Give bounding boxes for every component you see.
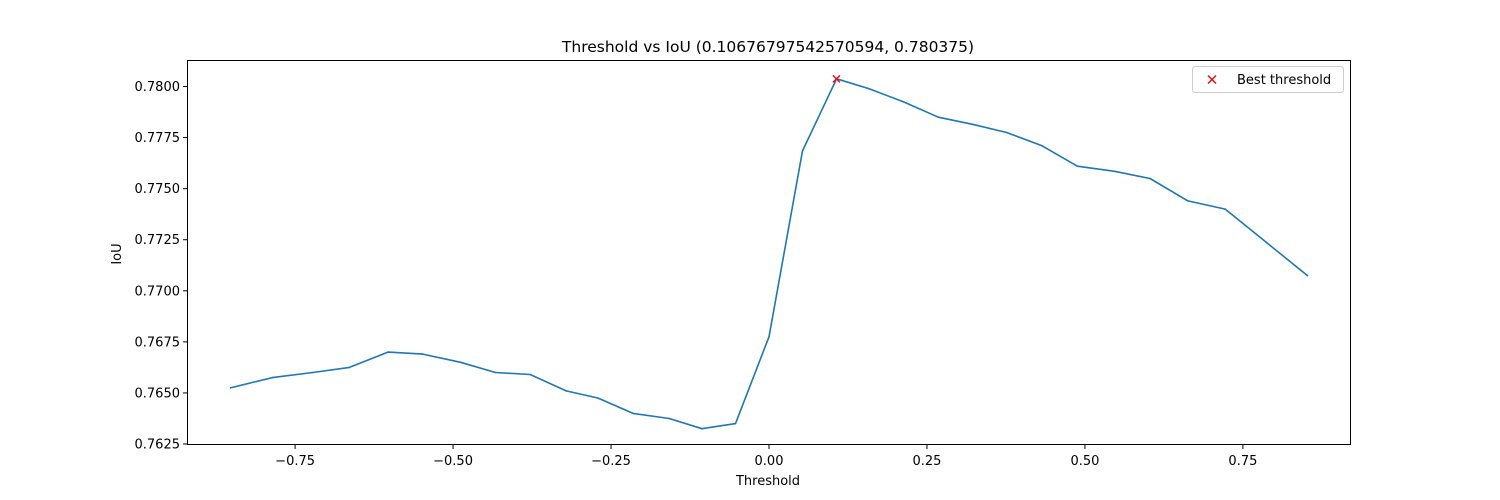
x-tick-label: 0.50 bbox=[1070, 454, 1099, 469]
data-point bbox=[229, 387, 232, 389]
chart-title: Threshold vs IoU (0.10676797542570594, 0… bbox=[561, 38, 974, 56]
legend-label-best-threshold: Best threshold bbox=[1237, 73, 1331, 88]
y-axis-label: IoU bbox=[110, 243, 125, 264]
data-point bbox=[312, 371, 314, 374]
best-threshold-marker bbox=[832, 74, 841, 83]
legend-cross-icon bbox=[1207, 75, 1217, 84]
data-point bbox=[387, 351, 389, 353]
y-tick-label: 0.7800 bbox=[135, 80, 181, 95]
data-point bbox=[868, 87, 870, 90]
x-tick-label: 0.75 bbox=[1228, 454, 1257, 469]
y-tick-label: 0.7725 bbox=[135, 233, 181, 248]
legend-box bbox=[1192, 66, 1344, 93]
data-point bbox=[1224, 208, 1226, 210]
data-point bbox=[565, 390, 567, 392]
legend: Best threshold bbox=[1192, 66, 1344, 93]
series-points bbox=[229, 78, 1309, 430]
data-point bbox=[348, 366, 351, 369]
data-point bbox=[421, 353, 424, 355]
data-point bbox=[768, 336, 770, 338]
data-point bbox=[1149, 177, 1151, 180]
data-point bbox=[734, 422, 737, 425]
x-tick-label: 0.25 bbox=[912, 454, 941, 469]
x-tick-label: −0.75 bbox=[275, 454, 315, 469]
plot-frame bbox=[187, 60, 1351, 445]
data-point bbox=[668, 417, 670, 420]
data-point bbox=[1113, 170, 1116, 173]
data-point bbox=[902, 101, 905, 103]
data-point bbox=[529, 373, 531, 376]
x-tick-label: 0.00 bbox=[755, 454, 784, 469]
y-tick-label: 0.7625 bbox=[135, 438, 181, 453]
y-tick-label: 0.7750 bbox=[135, 182, 181, 197]
cross-stroke bbox=[1207, 75, 1217, 84]
data-point bbox=[271, 376, 274, 379]
x-axis-ticks: −0.75 −0.50 −0.25 0.00 0.25 0.50 0.75 bbox=[275, 444, 1257, 469]
data-point bbox=[1005, 131, 1008, 134]
data-point bbox=[494, 371, 497, 374]
x-tick-label: −0.25 bbox=[591, 454, 631, 469]
data-point bbox=[801, 150, 804, 152]
y-tick-label: 0.7700 bbox=[135, 284, 181, 299]
y-tick-label: 0.7775 bbox=[135, 131, 181, 146]
y-axis-ticks: 0.7625 0.7650 0.7675 0.7700 0.7725 0.7750 0.77… bbox=[135, 80, 188, 453]
data-point bbox=[1041, 145, 1043, 147]
data-point bbox=[632, 412, 634, 415]
data-point bbox=[701, 427, 703, 430]
data-point bbox=[971, 123, 974, 126]
x-axis-label: Threshold bbox=[735, 474, 800, 489]
data-point bbox=[1264, 241, 1267, 243]
cross-stroke bbox=[832, 74, 841, 83]
y-tick-label: 0.7675 bbox=[135, 335, 181, 350]
data-point bbox=[459, 361, 462, 364]
data-point bbox=[937, 116, 940, 118]
data-point bbox=[597, 397, 599, 399]
data-point bbox=[1076, 165, 1079, 167]
data-point bbox=[1187, 200, 1189, 202]
data-point bbox=[1306, 274, 1309, 277]
y-tick-label: 0.7650 bbox=[135, 386, 181, 401]
x-tick-label: −0.50 bbox=[433, 454, 473, 469]
